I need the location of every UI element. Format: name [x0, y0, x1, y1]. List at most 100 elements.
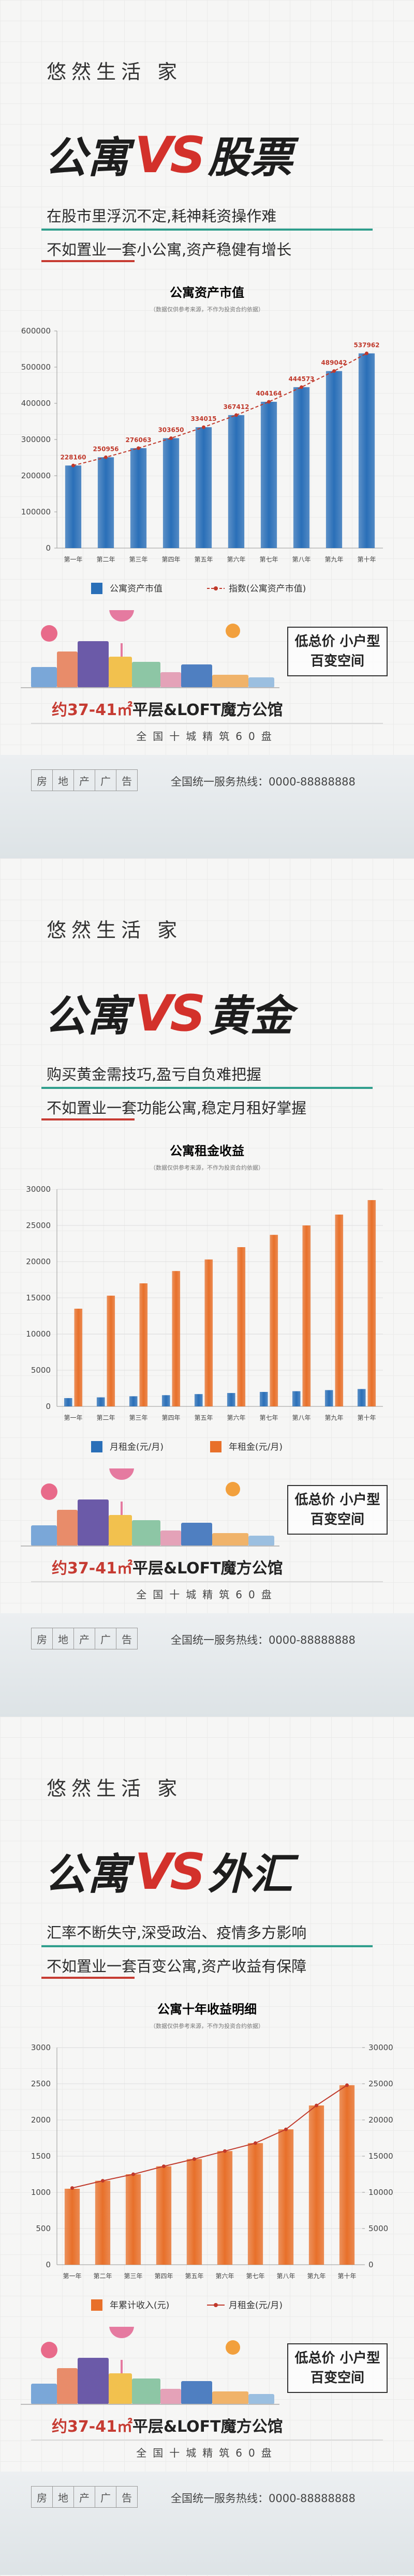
- y-tick-label: 200000: [21, 471, 51, 480]
- y-tick-label: 15000: [26, 1293, 51, 1302]
- product: 约37-41㎡平层&LOFT魔方公馆: [52, 697, 283, 720]
- bar: [302, 1225, 311, 1406]
- vs-mark: VS: [135, 1843, 205, 1901]
- bar: [335, 1215, 344, 1406]
- building: [109, 2373, 132, 2404]
- footer-band: [0, 755, 414, 858]
- y-tick-label: 500000: [21, 362, 51, 372]
- ad-label: 房地产广告: [31, 1628, 138, 1649]
- bar: [64, 1398, 72, 1406]
- chart-subtitle: （数据仅供参考来源，不作为投资合约依据）: [150, 2022, 264, 2029]
- legend-label: 年租金(元/月): [229, 1442, 283, 1452]
- data-label: 276063: [125, 436, 151, 444]
- bar: [172, 1271, 181, 1406]
- building: [160, 672, 181, 688]
- y2-tick-label: 5000: [368, 2224, 388, 2233]
- bar: [358, 353, 375, 548]
- x-tick-label: 第十年: [337, 2272, 356, 2280]
- ad-char: 广: [95, 2486, 116, 2508]
- ad-char: 房: [31, 769, 53, 791]
- x-tick-label: 第二年: [93, 2272, 112, 2280]
- x-tick-label: 第三年: [124, 2272, 142, 2280]
- accent-rule: [41, 1945, 373, 1947]
- bar: [270, 1235, 278, 1406]
- x-tick-label: 第一年: [64, 1414, 82, 1421]
- bar: [97, 457, 114, 548]
- bar: [161, 1395, 170, 1406]
- product-name: 平层&LOFT魔方公馆: [132, 1559, 283, 1578]
- building: [160, 1531, 181, 1546]
- building: [248, 2394, 274, 2404]
- x-tick-label: 第四年: [161, 1414, 180, 1421]
- legend-label: 公寓资产市值: [110, 584, 162, 594]
- x-tick-label: 第七年: [246, 2272, 264, 2280]
- y-tick-label: 20000: [26, 1257, 51, 1266]
- ad-label: 房地产广告: [31, 2486, 138, 2508]
- bar: [95, 2180, 111, 2265]
- legend-swatch: [91, 1441, 102, 1452]
- product: 约37-41㎡平层&LOFT魔方公馆: [52, 1555, 283, 1578]
- y-tick-label: 1000: [31, 2188, 51, 2197]
- brand: 悠然生活 家: [47, 60, 183, 83]
- building: [160, 2389, 181, 2404]
- line-point: [193, 2157, 196, 2161]
- bar: [278, 2129, 294, 2265]
- ad-label: 房地产广告: [31, 769, 138, 791]
- building: [78, 2358, 109, 2404]
- chart-subtitle: （数据仅供参考来源，不作为投资合约依据）: [150, 1164, 264, 1171]
- balloon: [226, 624, 240, 638]
- x-tick-label: 第九年: [324, 1414, 343, 1421]
- building: [181, 2381, 212, 2404]
- headline: 公寓 VS 外汇: [45, 1840, 292, 1901]
- building: [132, 2378, 160, 2404]
- bar: [125, 2174, 141, 2265]
- slogan-line: 购买黄金需技巧,盈亏自负难把握: [47, 1066, 262, 1083]
- legend-label: 月租金(元/月): [229, 2300, 283, 2311]
- y2-tick-label: 15000: [368, 2151, 393, 2161]
- line-point: [202, 425, 205, 429]
- data-label: 250956: [93, 445, 119, 452]
- ad-char: 告: [116, 2486, 138, 2508]
- y-tick-label: 3000: [31, 2043, 51, 2052]
- data-label: 334015: [190, 415, 216, 422]
- network: 全国十城精筑60盘: [136, 730, 278, 743]
- tagline-line: 低总价 小户型: [294, 1492, 380, 1508]
- poster: 悠然生活 家公寓 VS 外汇 汇率不断失守,深受政治、疫情多方影响 不如置业一套百变公寓…: [0, 1717, 414, 2576]
- building: [212, 675, 248, 688]
- y2-tick-label: 25000: [368, 2079, 393, 2088]
- headline: 公寓 VS 黄金: [45, 981, 292, 1043]
- bar: [339, 2085, 355, 2265]
- building: [212, 2391, 248, 2404]
- accent-rule: [41, 1977, 135, 1979]
- building: [78, 1499, 109, 1546]
- y2-tick-label: 20000: [368, 2115, 393, 2125]
- x-tick-label: 第二年: [96, 1414, 115, 1421]
- line-point: [300, 385, 303, 389]
- line: [72, 2084, 348, 2189]
- bar: [96, 1397, 105, 1406]
- tagline-line: 低总价 小户型: [294, 2351, 380, 2366]
- headline-right: 股票: [208, 133, 293, 183]
- ad-char: 产: [73, 769, 95, 791]
- x-tick-label: 第十年: [357, 556, 376, 563]
- bar: [139, 1283, 148, 1406]
- building: [132, 662, 160, 688]
- line-point: [137, 446, 140, 450]
- y2-tick-label: 30000: [368, 2043, 393, 2052]
- y-tick-label: 2000: [31, 2115, 51, 2125]
- bar: [64, 2189, 80, 2265]
- x-tick-label: 第七年: [259, 1414, 278, 1421]
- y2-tick-label: 10000: [368, 2188, 393, 2197]
- line-point: [315, 2103, 318, 2108]
- slogan-line: 在股市里浮沉不定,耗神耗资操作难: [47, 207, 277, 225]
- building: [31, 2384, 57, 2404]
- pin: [109, 1468, 134, 1515]
- line-point: [234, 413, 238, 417]
- hotline: 全国统一服务热线：0000-88888888: [171, 1634, 356, 1646]
- slogan-line: 不如置业一套功能公寓,稳定月租好掌握: [47, 1099, 307, 1117]
- building: [57, 1510, 78, 1546]
- bar: [259, 1392, 268, 1406]
- bar: [107, 1295, 115, 1406]
- product-size: 约37-41㎡: [52, 1559, 132, 1578]
- product: 约37-41㎡平层&LOFT魔方公馆: [52, 2414, 283, 2436]
